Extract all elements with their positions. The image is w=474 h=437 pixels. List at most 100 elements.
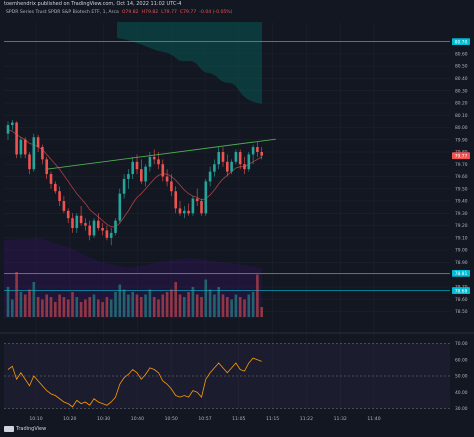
- candle-body: [238, 151, 242, 165]
- candle-body: [178, 208, 182, 214]
- volume-bar: [195, 294, 199, 317]
- candle-body: [251, 147, 255, 155]
- volume-bar: [165, 292, 169, 317]
- rsi-tick-label: 60.00: [455, 357, 468, 363]
- volume-bar: [187, 292, 190, 317]
- open-value: O79.82: [121, 10, 139, 15]
- volume-bar: [234, 294, 238, 317]
- price-tag-label: 78.68: [455, 288, 468, 294]
- price-tick-label: 80.20: [455, 101, 468, 107]
- candle-body: [174, 191, 177, 209]
- candle-body: [79, 215, 83, 224]
- volume-bar: [191, 287, 195, 317]
- volume-bar: [178, 294, 182, 317]
- price-tag: [452, 269, 470, 277]
- price-tick-label: 80.10: [455, 113, 468, 119]
- candle-body: [165, 176, 169, 182]
- candle-body: [208, 171, 212, 182]
- candle-body: [187, 210, 190, 214]
- volume-bar: [152, 297, 156, 317]
- volume-bar: [101, 302, 104, 317]
- moving-average-line: [7, 129, 262, 228]
- main-pane-bg: [0, 20, 450, 320]
- candle-body: [58, 191, 61, 202]
- time-tick-label: 10:50: [165, 416, 178, 422]
- price-tag-label: 78.81: [455, 271, 468, 277]
- candle-body: [200, 201, 203, 214]
- candle-body: [256, 147, 259, 152]
- candle-body: [157, 159, 160, 165]
- candle-body: [131, 161, 134, 175]
- candle-body: [260, 151, 263, 156]
- symbol-legend: SPDR Series Trust SPDR S&P Biotech ETF, …: [6, 10, 232, 15]
- price-tick-label: 79.20: [455, 223, 468, 229]
- volume-bar: [238, 297, 242, 317]
- volume-bar: [157, 299, 160, 317]
- volume-bar: [140, 297, 143, 317]
- volume-bar: [62, 297, 66, 317]
- volume-bar: [88, 297, 91, 317]
- candle-body: [183, 210, 186, 214]
- volume-bar: [114, 292, 117, 317]
- volume-bar: [200, 297, 203, 317]
- candle-body: [19, 139, 23, 155]
- volume-bar: [45, 294, 48, 317]
- volume-bar: [11, 299, 14, 317]
- price-tick-label: 80.30: [455, 88, 468, 94]
- time-tick-label: 10:40: [131, 416, 144, 422]
- tradingview-logo-icon: [4, 426, 14, 432]
- price-tick-label: 79.30: [455, 211, 468, 217]
- volume-bar: [127, 294, 130, 317]
- volume-bar: [208, 289, 212, 317]
- volume-bar: [221, 294, 225, 317]
- candle-body: [217, 151, 220, 165]
- rsi-tick-label: 70.00: [455, 341, 468, 347]
- volume-bar: [148, 289, 152, 317]
- price-tick-label: 79.40: [455, 199, 468, 205]
- candle-body: [75, 215, 79, 229]
- time-tick-label: 11:32: [334, 416, 347, 422]
- candle-body: [45, 159, 48, 175]
- price-tick-label: 79.50: [455, 186, 468, 192]
- volume-bar: [131, 292, 134, 317]
- volume-bar: [144, 294, 147, 317]
- candle-body: [204, 181, 208, 214]
- price-tag-label: 80.70: [455, 39, 468, 45]
- volume-bar: [92, 294, 96, 317]
- price-tick-label: 80.00: [455, 125, 468, 131]
- candle-body: [221, 151, 225, 162]
- rsi-line: [7, 357, 262, 408]
- change-value: -0.04 (-0.05%): [199, 10, 233, 15]
- candle-body: [170, 181, 173, 192]
- candle-body: [247, 154, 251, 170]
- candle-body: [101, 228, 104, 231]
- symbol-name[interactable]: SPDR Series Trust SPDR S&P Biotech ETF, …: [6, 10, 119, 15]
- candle-body: [122, 178, 126, 194]
- price-tick-label: 78.50: [455, 309, 468, 315]
- candle-body: [62, 201, 66, 211]
- volume-bar: [170, 289, 173, 317]
- brand-label: TradingView: [16, 426, 47, 432]
- low-value: L79.77: [161, 10, 177, 15]
- price-tag-label: 79.77: [455, 153, 468, 159]
- high-value: H79.82: [141, 10, 159, 15]
- projection-cloud: [117, 22, 262, 104]
- price-tick-label: 79.90: [455, 137, 468, 143]
- volume-bar: [109, 299, 113, 317]
- volume-bar: [28, 289, 31, 317]
- volume-bar: [217, 287, 220, 317]
- time-tick-label: 11:15: [266, 416, 279, 422]
- candle-body: [152, 156, 156, 160]
- volume-bar: [41, 299, 44, 317]
- volume-bar: [260, 307, 263, 317]
- candle-body: [49, 174, 53, 184]
- candle-body: [118, 193, 122, 221]
- volume-bar: [247, 294, 251, 317]
- candle-body: [28, 154, 31, 170]
- candle-body: [114, 220, 117, 233]
- tradingview-brand: TradingView: [4, 426, 46, 432]
- price-tick-label: 79.10: [455, 235, 468, 241]
- trend-line: [46, 138, 276, 170]
- price-tick-label: 79.00: [455, 248, 468, 254]
